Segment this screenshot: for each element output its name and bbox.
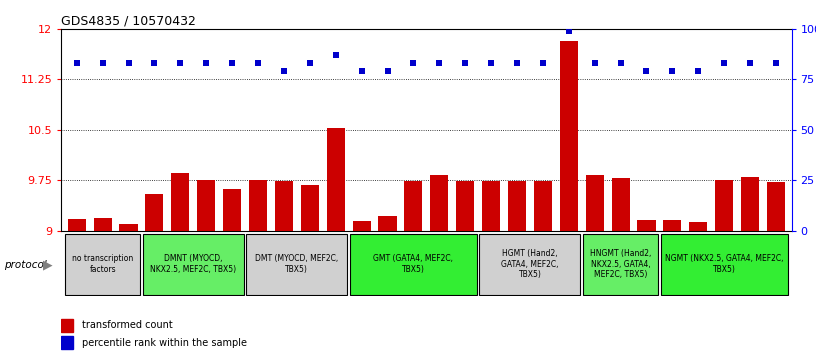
- Bar: [246, 234, 348, 295]
- Bar: [249, 180, 267, 231]
- Bar: [275, 182, 293, 231]
- Point: [355, 69, 368, 74]
- Text: DMT (MYOCD, MEF2C,
TBX5): DMT (MYOCD, MEF2C, TBX5): [255, 254, 339, 274]
- Bar: [197, 180, 215, 231]
- Point: [614, 60, 628, 66]
- Point: [381, 69, 394, 74]
- Bar: [456, 182, 474, 231]
- Bar: [145, 193, 163, 231]
- Point: [407, 60, 420, 66]
- Bar: [353, 221, 370, 231]
- Point: [148, 60, 161, 66]
- Bar: [405, 182, 423, 231]
- Text: protocol: protocol: [4, 260, 47, 270]
- Point: [459, 60, 472, 66]
- Bar: [534, 182, 552, 231]
- Text: GMT (GATA4, MEF2C,
TBX5): GMT (GATA4, MEF2C, TBX5): [374, 254, 454, 274]
- Point: [432, 60, 446, 66]
- Bar: [482, 182, 500, 231]
- Point: [717, 60, 730, 66]
- Point: [485, 60, 498, 66]
- Point: [743, 60, 756, 66]
- Bar: [741, 177, 759, 231]
- Point: [225, 60, 238, 66]
- Bar: [508, 182, 526, 231]
- Point: [251, 60, 264, 66]
- Bar: [560, 41, 578, 231]
- Point: [329, 52, 342, 58]
- Bar: [715, 180, 734, 231]
- Point: [692, 69, 705, 74]
- Bar: [611, 178, 630, 231]
- Bar: [171, 174, 189, 231]
- Bar: [430, 175, 448, 231]
- Text: NGMT (NKX2.5, GATA4, MEF2C,
TBX5): NGMT (NKX2.5, GATA4, MEF2C, TBX5): [665, 254, 783, 274]
- Point: [70, 60, 83, 66]
- Bar: [61, 319, 73, 332]
- Bar: [661, 234, 787, 295]
- Bar: [663, 220, 681, 231]
- Text: HNGMT (Hand2,
NKX2.5, GATA4,
MEF2C, TBX5): HNGMT (Hand2, NKX2.5, GATA4, MEF2C, TBX5…: [590, 249, 651, 279]
- Text: transformed count: transformed count: [82, 320, 172, 330]
- Text: percentile rank within the sample: percentile rank within the sample: [82, 338, 246, 348]
- Point: [277, 69, 290, 74]
- Bar: [690, 222, 707, 231]
- Text: ▶: ▶: [43, 258, 53, 272]
- Bar: [61, 336, 73, 349]
- Point: [536, 60, 549, 66]
- Text: HGMT (Hand2,
GATA4, MEF2C,
TBX5): HGMT (Hand2, GATA4, MEF2C, TBX5): [501, 249, 559, 279]
- Point: [304, 60, 317, 66]
- Text: GDS4835 / 10570432: GDS4835 / 10570432: [61, 15, 196, 28]
- Point: [640, 69, 653, 74]
- Bar: [143, 234, 244, 295]
- Point: [562, 28, 575, 34]
- Bar: [767, 182, 785, 231]
- Bar: [637, 220, 655, 231]
- Text: no transcription
factors: no transcription factors: [72, 254, 133, 274]
- Point: [588, 60, 601, 66]
- Bar: [94, 219, 112, 231]
- Bar: [301, 185, 319, 231]
- Point: [200, 60, 213, 66]
- Point: [96, 60, 109, 66]
- Bar: [583, 234, 659, 295]
- Bar: [119, 224, 138, 231]
- Point: [666, 69, 679, 74]
- Bar: [326, 129, 345, 231]
- Point: [122, 60, 135, 66]
- Bar: [65, 234, 140, 295]
- Text: DMNT (MYOCD,
NKX2.5, MEF2C, TBX5): DMNT (MYOCD, NKX2.5, MEF2C, TBX5): [150, 254, 237, 274]
- Bar: [379, 216, 397, 231]
- Bar: [586, 175, 604, 231]
- Point: [511, 60, 524, 66]
- Bar: [223, 189, 242, 231]
- Bar: [68, 219, 86, 231]
- Point: [174, 60, 187, 66]
- Point: [769, 60, 783, 66]
- Bar: [480, 234, 580, 295]
- Bar: [350, 234, 477, 295]
